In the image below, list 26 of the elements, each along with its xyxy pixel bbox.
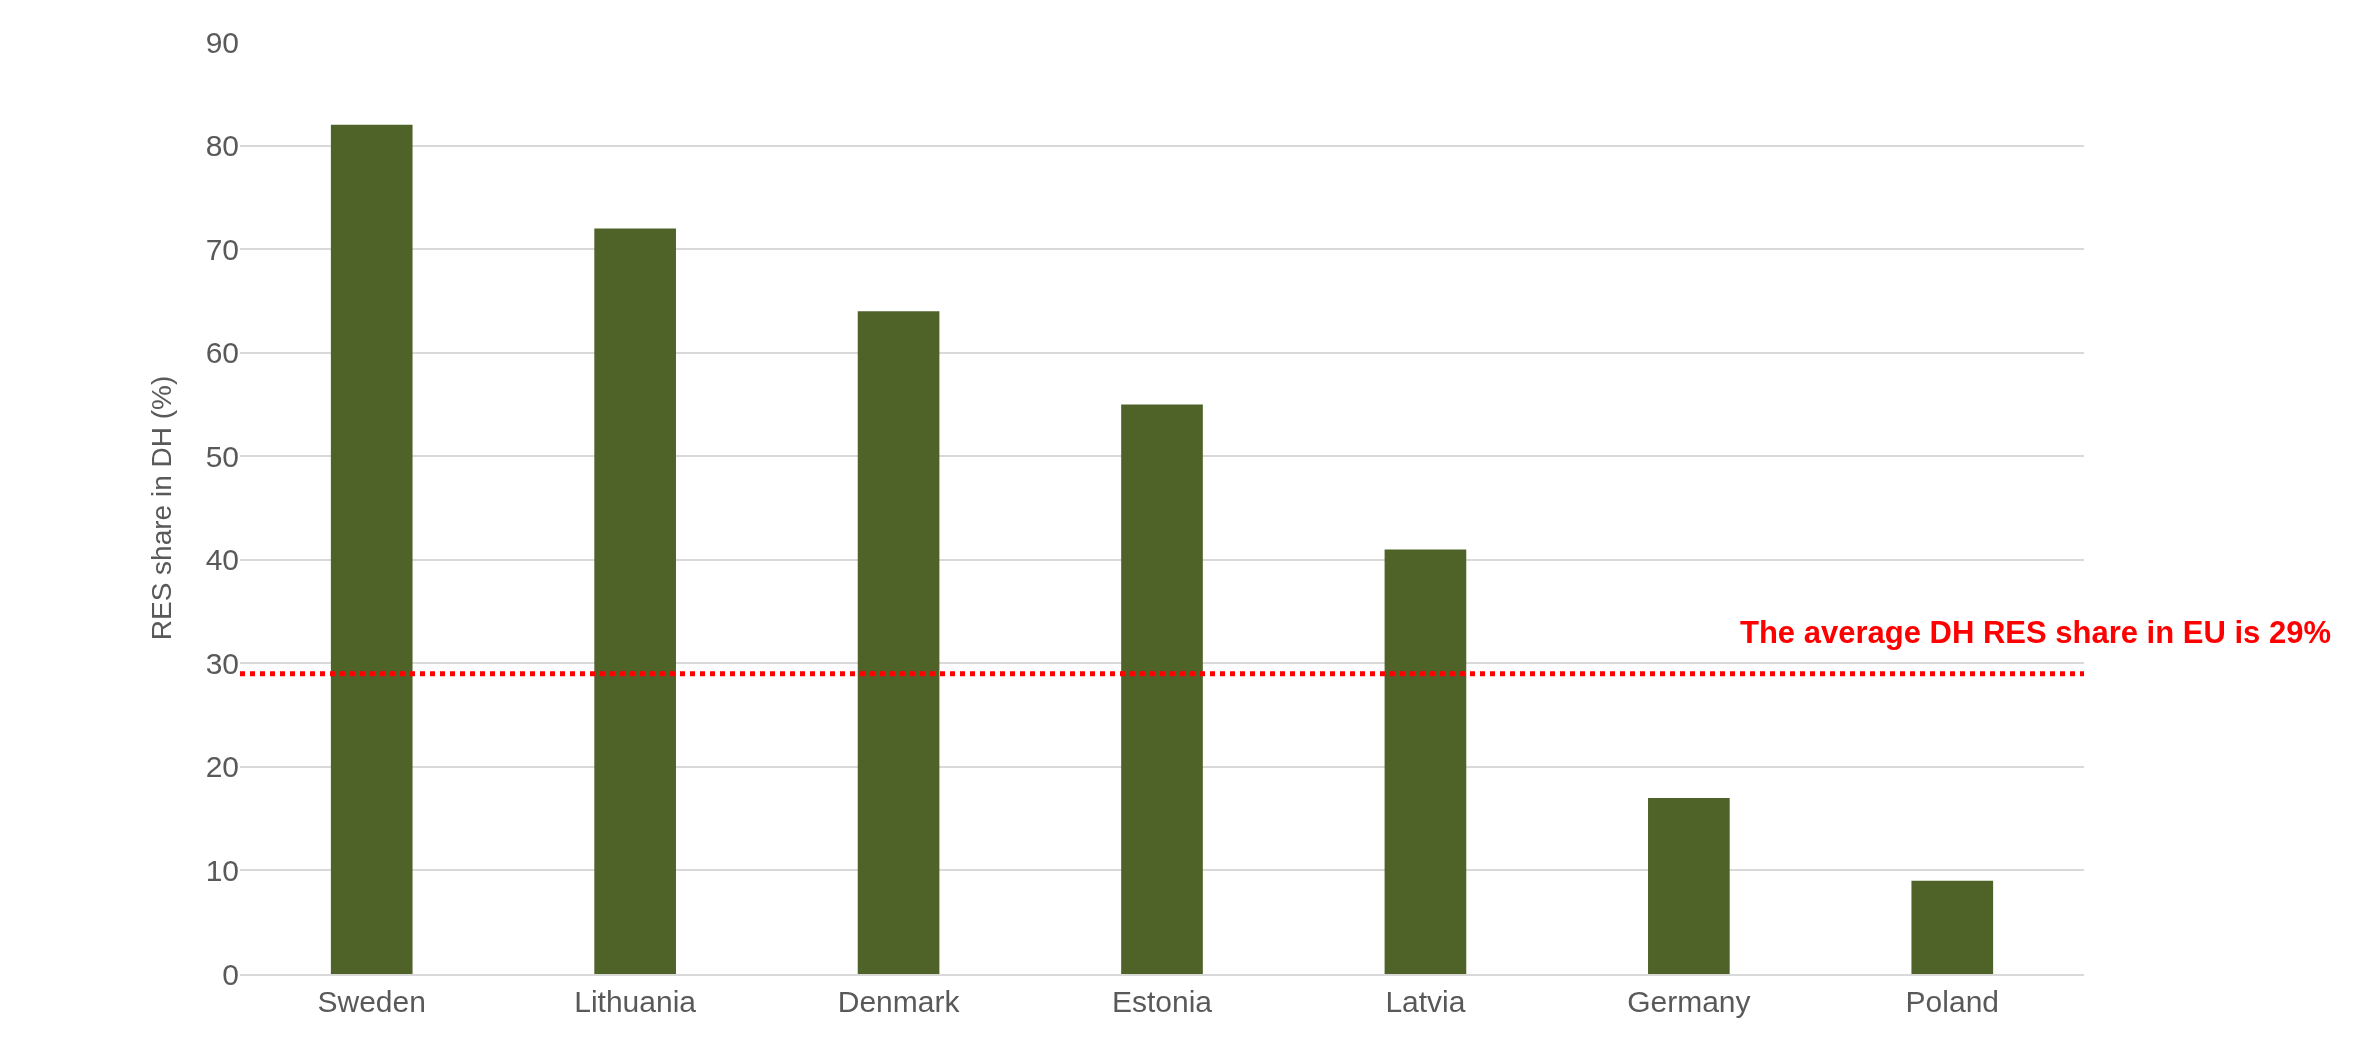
y-tick-label: 30 (205, 646, 239, 680)
bar (1384, 549, 1467, 974)
y-tick-label: 60 (205, 336, 239, 370)
bar (1911, 880, 1994, 974)
x-tick-label: Germany (1627, 985, 1751, 1018)
y-tick-label: 20 (205, 750, 239, 784)
y-axis-title: RES share in DH (%) (146, 375, 178, 641)
x-tick-label: Estonia (1111, 985, 1213, 1018)
bar (330, 124, 413, 974)
bar (1648, 797, 1730, 974)
x-tick-label: Denmark (837, 985, 961, 1018)
y-tick-label: 80 (205, 129, 239, 163)
bar (594, 228, 676, 974)
x-tick-label: Sweden (317, 985, 426, 1018)
x-tick-label: Latvia (1385, 985, 1466, 1018)
ref-line-label: The average DH RES share in EU is 29% (1740, 615, 2331, 650)
x-tick-label: Poland (1905, 985, 1999, 1018)
y-tick-label: 90 (205, 25, 239, 59)
bar (1121, 404, 1203, 974)
y-tick-label: 50 (205, 439, 239, 473)
y-tick-label: 0 (222, 957, 239, 991)
bar (857, 311, 940, 974)
y-tick-label: 10 (205, 853, 239, 887)
x-tick-label: Lithuania (574, 985, 697, 1018)
y-tick-label: 70 (205, 232, 239, 266)
y-tick-label: 40 (205, 543, 239, 577)
